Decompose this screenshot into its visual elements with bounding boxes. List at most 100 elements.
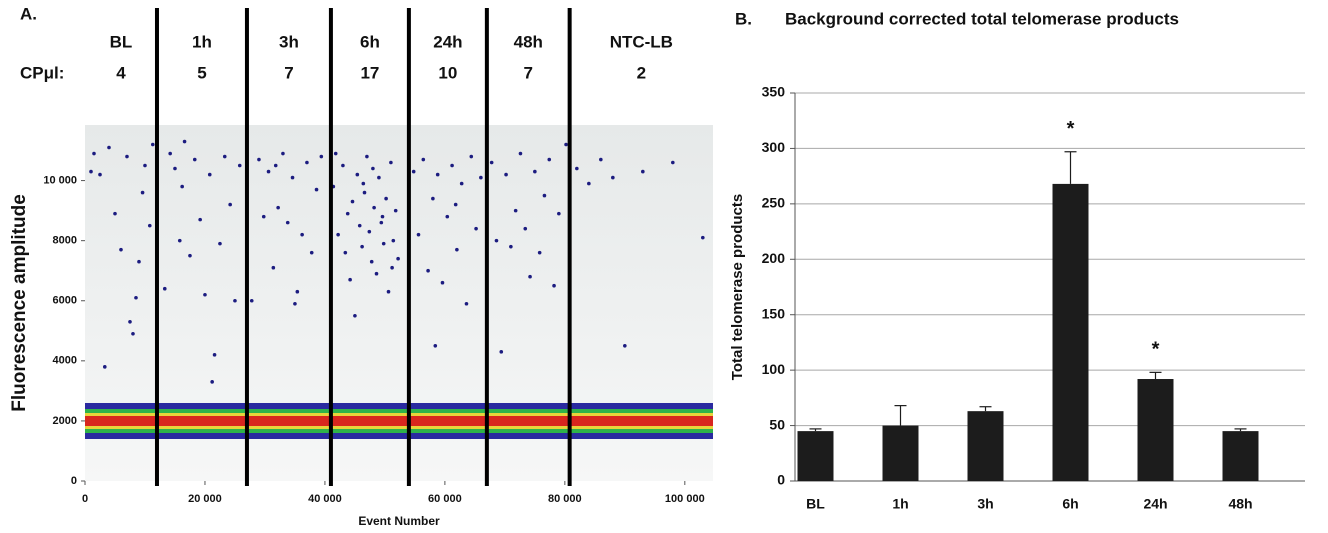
droplet	[396, 256, 400, 261]
y-tick-label: 4000	[53, 355, 77, 367]
droplet	[314, 187, 319, 192]
x-tick-label: 48h	[1228, 496, 1252, 512]
droplet	[180, 184, 184, 189]
droplet	[273, 163, 278, 168]
droplet	[369, 259, 374, 264]
droplet	[305, 160, 309, 165]
droplet	[353, 313, 357, 318]
droplet	[119, 247, 123, 252]
x-tick-label: BL	[806, 496, 825, 512]
segment-label: 3h	[279, 32, 299, 51]
droplet	[365, 154, 369, 159]
droplet	[384, 196, 388, 201]
y-tick-label: 2000	[53, 415, 77, 427]
segment-label: 48h	[514, 32, 543, 51]
droplet	[431, 196, 435, 201]
droplet	[489, 160, 494, 165]
droplet	[281, 151, 285, 156]
droplet	[537, 250, 542, 255]
droplet	[102, 365, 107, 369]
droplet	[371, 166, 375, 171]
droplet	[360, 244, 364, 249]
droplet	[107, 145, 111, 150]
droplet	[228, 202, 232, 207]
droplet	[377, 175, 381, 180]
droplet	[113, 211, 117, 216]
cp-value: 5	[197, 63, 206, 82]
droplet	[391, 238, 396, 243]
droplet	[188, 253, 192, 258]
y-tick-label: 350	[762, 84, 786, 100]
droplet	[222, 154, 227, 159]
droplet	[177, 238, 182, 243]
droplet	[162, 286, 167, 291]
droplet	[89, 169, 93, 174]
x-axis-label: Event Number	[358, 514, 440, 528]
droplet	[509, 244, 513, 249]
droplet	[557, 211, 561, 216]
droplet	[125, 154, 129, 159]
droplet	[528, 274, 532, 279]
segment-label: 6h	[360, 32, 380, 51]
x-tick-label: 40 000	[308, 493, 342, 505]
droplet	[182, 139, 187, 144]
droplet	[361, 181, 366, 186]
y-axis-label: Total telomerase products	[729, 194, 746, 380]
segment-label: 24h	[433, 32, 462, 51]
droplet	[469, 154, 474, 159]
droplet	[641, 169, 645, 174]
droplet	[474, 226, 478, 231]
segment-label: BL	[110, 32, 133, 51]
y-tick-label: 250	[762, 195, 786, 211]
droplet	[137, 259, 141, 264]
y-tick-label: 0	[777, 472, 785, 488]
droplet	[542, 193, 547, 198]
droplet	[393, 208, 398, 213]
x-tick-label: 3h	[977, 496, 993, 512]
droplet	[210, 380, 214, 384]
y-tick-label: 8000	[53, 235, 77, 247]
bar	[882, 425, 919, 481]
droplet	[285, 220, 290, 225]
x-tick-label: 80 000	[548, 493, 582, 505]
droplet	[295, 289, 300, 294]
droplet	[341, 163, 345, 168]
cp-value: 7	[284, 63, 293, 82]
droplet	[98, 172, 102, 177]
y-axis-label: Fluorescence amplitude	[9, 194, 30, 412]
droplet	[381, 241, 386, 246]
droplet	[479, 175, 483, 180]
significance-marker: *	[1067, 118, 1075, 140]
droplet	[348, 277, 352, 282]
x-tick-label: 24h	[1143, 496, 1167, 512]
droplet	[411, 169, 416, 174]
droplet	[575, 166, 579, 171]
droplet	[350, 199, 355, 204]
y-tick-label: 50	[769, 416, 785, 432]
droplet	[309, 250, 314, 255]
droplet	[611, 175, 615, 180]
droplet	[701, 235, 705, 240]
droplet	[426, 268, 430, 273]
droplet	[233, 298, 237, 303]
droplet	[435, 172, 440, 177]
bar	[967, 411, 1004, 481]
chart-title: Background corrected total telomerase pr…	[785, 9, 1179, 28]
droplet	[518, 151, 523, 156]
droplet	[587, 181, 591, 186]
droplet	[131, 331, 135, 336]
droplet	[440, 280, 445, 285]
droplet	[523, 226, 528, 231]
y-tick-label: 6000	[53, 295, 77, 307]
droplet	[464, 301, 469, 306]
droplet	[192, 157, 197, 162]
droplet	[504, 172, 508, 177]
droplet	[336, 232, 340, 237]
droplet	[300, 232, 304, 237]
droplet	[513, 208, 518, 213]
cp-value: 4	[116, 63, 126, 82]
droplet	[455, 247, 459, 252]
droplet	[433, 344, 438, 348]
droplet	[671, 160, 675, 165]
